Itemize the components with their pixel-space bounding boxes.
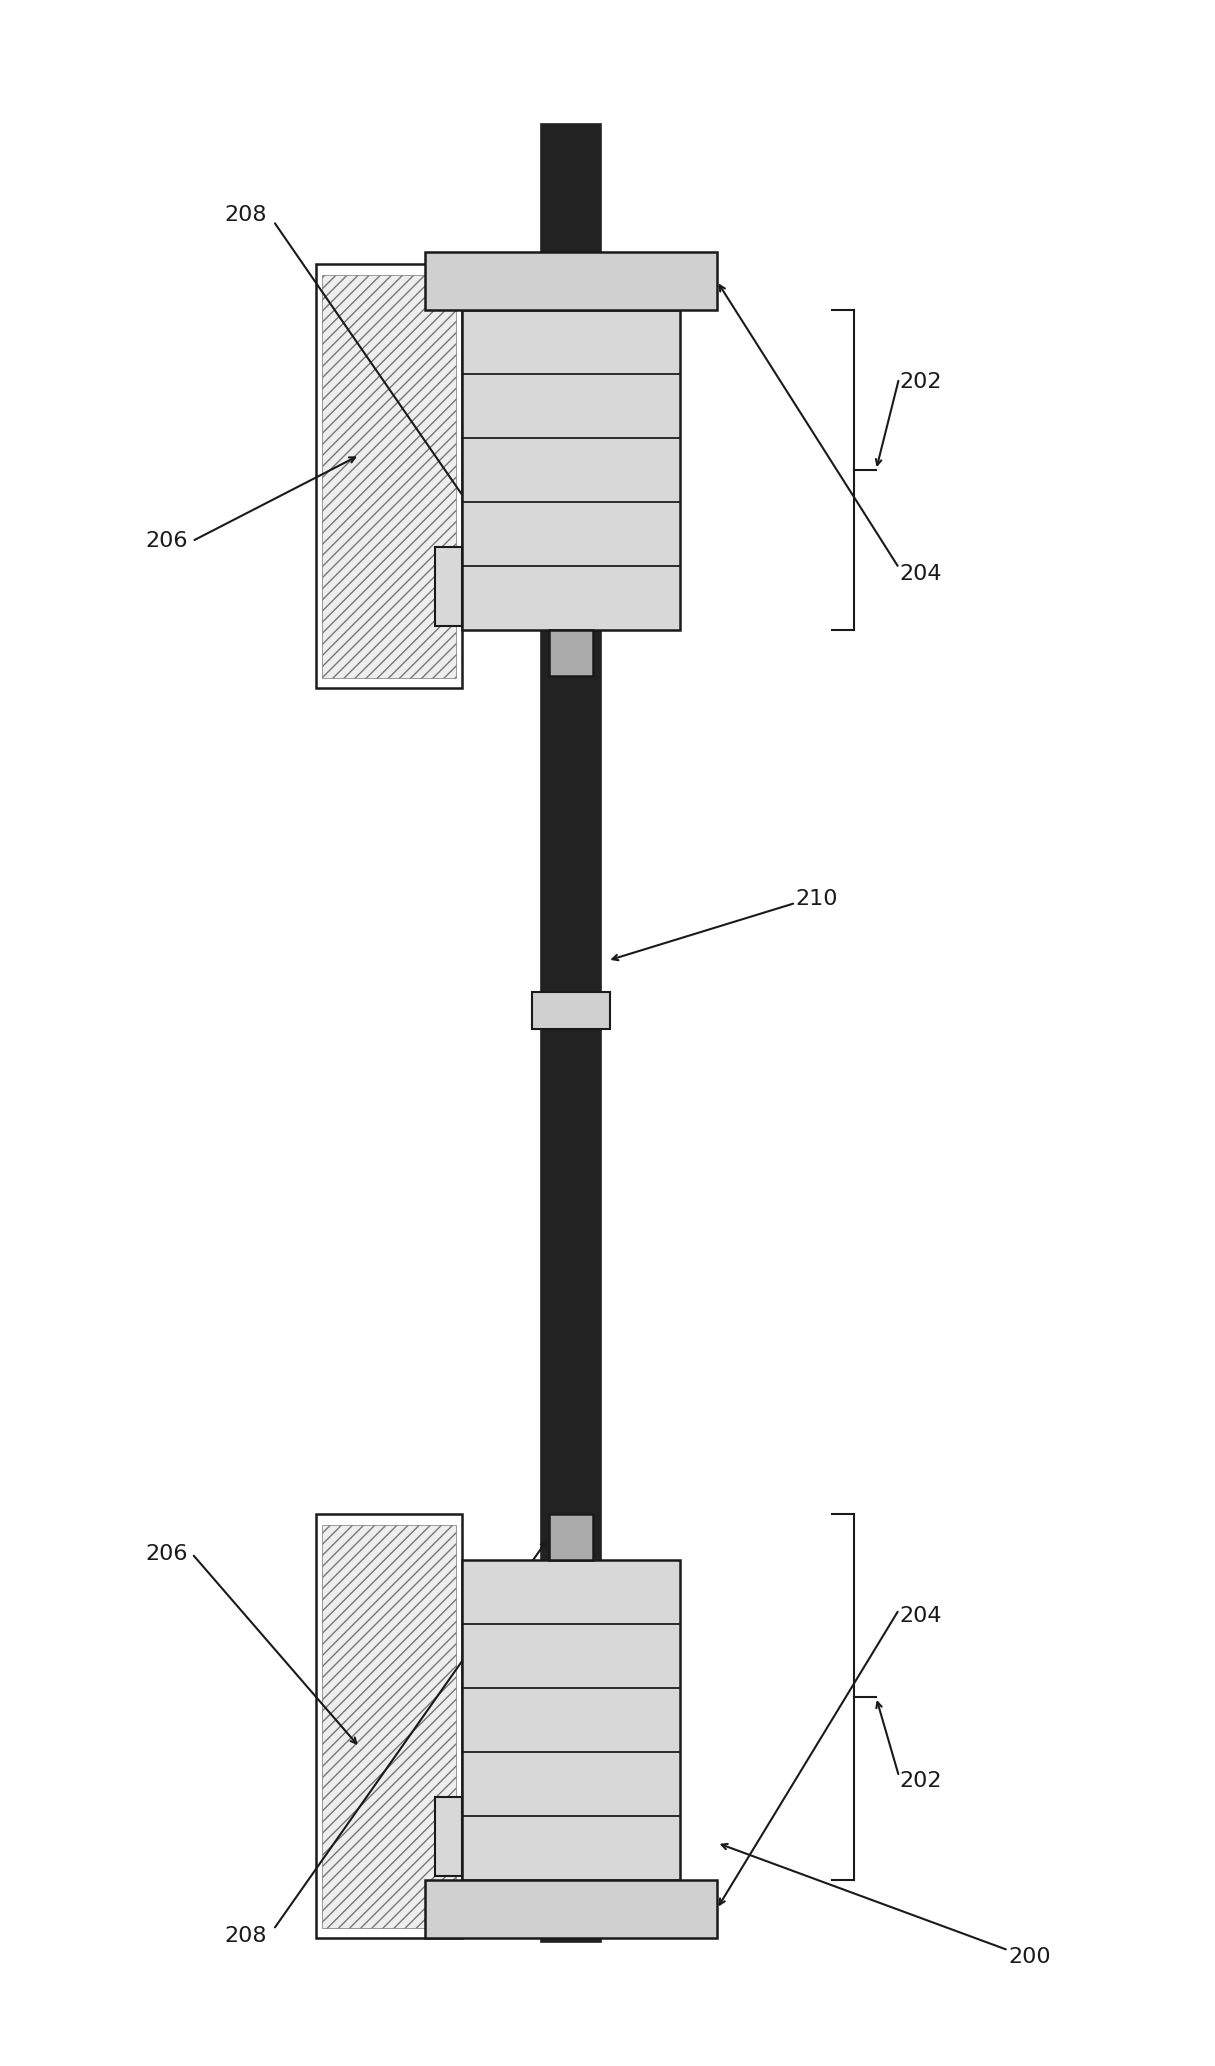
Text: 206: 206 bbox=[146, 1543, 188, 1564]
Bar bbox=[541, 124, 601, 1942]
Bar bbox=[462, 310, 680, 630]
Text: 200: 200 bbox=[1008, 1946, 1051, 1967]
Text: 210: 210 bbox=[796, 888, 838, 909]
Bar bbox=[322, 275, 456, 678]
Bar bbox=[435, 547, 462, 626]
Text: 204: 204 bbox=[899, 1605, 942, 1626]
Bar bbox=[549, 630, 593, 676]
Text: 202: 202 bbox=[899, 1771, 942, 1791]
Bar bbox=[425, 252, 717, 310]
Text: 208: 208 bbox=[225, 205, 267, 225]
Text: 202: 202 bbox=[899, 372, 942, 393]
Text: 204: 204 bbox=[899, 564, 942, 585]
Bar bbox=[316, 264, 462, 688]
Bar bbox=[462, 1560, 680, 1880]
Bar bbox=[322, 1525, 456, 1928]
Text: 208: 208 bbox=[225, 1926, 267, 1946]
Bar bbox=[435, 1797, 462, 1876]
Bar bbox=[532, 992, 610, 1029]
Text: 206: 206 bbox=[146, 531, 188, 552]
Bar bbox=[316, 1514, 462, 1938]
Bar bbox=[549, 1514, 593, 1560]
Bar bbox=[425, 1880, 717, 1938]
